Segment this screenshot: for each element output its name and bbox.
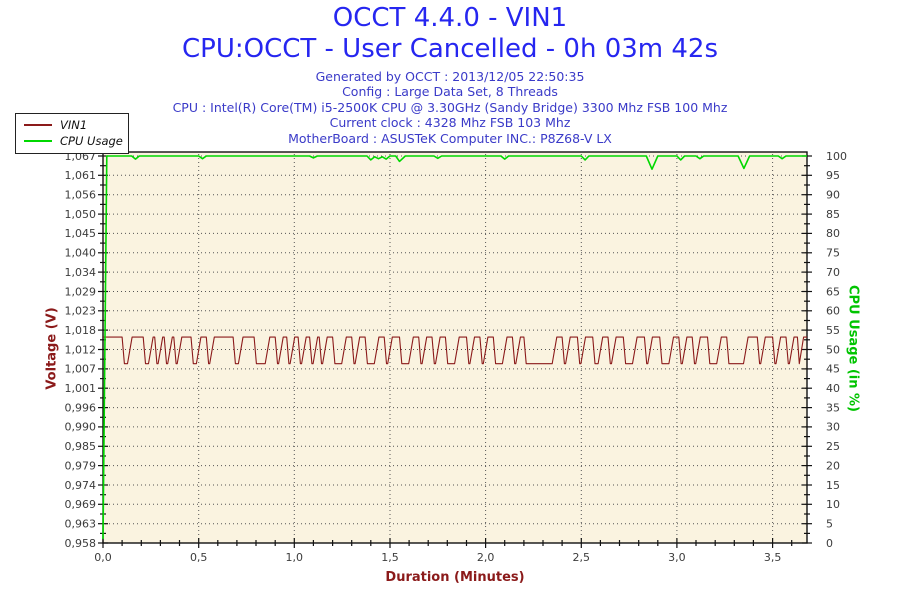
duration-tick-label: 0,0 bbox=[94, 551, 112, 564]
cpu-usage-series-line bbox=[102, 155, 807, 540]
voltage-tick-label: 1,056 bbox=[65, 189, 97, 202]
info-config: Config : Large Data Set, 8 Threads bbox=[342, 84, 558, 100]
duration-tick-label: 0,5 bbox=[190, 551, 208, 564]
duration-tick-label: 1,0 bbox=[286, 551, 304, 564]
cpu-tick-label: 35 bbox=[826, 401, 840, 414]
duration-tick-label: 3,5 bbox=[764, 551, 782, 564]
graph-subtitle: CPU:OCCT - User Cancelled - 0h 03m 42s bbox=[181, 34, 719, 64]
voltage-tick-label: 1,045 bbox=[65, 227, 97, 240]
legend-label-cpu-usage: CPU Usage bbox=[60, 134, 123, 148]
voltage-tick-label: 0,958 bbox=[65, 537, 97, 550]
cpu-tick-label: 100 bbox=[826, 150, 847, 163]
voltage-tick-label: 0,990 bbox=[65, 421, 97, 434]
duration-tick-label: 1,5 bbox=[381, 551, 399, 564]
voltage-tick-label: 0,985 bbox=[65, 440, 97, 453]
left-axis-title: Voltage (V) bbox=[44, 307, 60, 390]
graph-title: OCCT 4.4.0 - VIN1 bbox=[332, 3, 568, 33]
cpu-tick-label: 95 bbox=[826, 169, 840, 182]
grid-lines bbox=[105, 154, 806, 542]
axis-ticks bbox=[98, 155, 812, 548]
legend: VIN1 CPU Usage bbox=[15, 113, 129, 154]
voltage-tick-label: 1,023 bbox=[65, 305, 97, 318]
voltage-tick-label: 0,979 bbox=[65, 459, 97, 472]
voltage-tick-label: 0,963 bbox=[65, 518, 97, 531]
cpu-tick-label: 80 bbox=[826, 227, 840, 240]
legend-label-vin1: VIN1 bbox=[60, 118, 88, 132]
info-generated-by: Generated by OCCT : 2013/12/05 22:50:35 bbox=[315, 69, 585, 84]
info-current-clock: Current clock : 4328 Mhz FSB 103 Mhz bbox=[329, 115, 571, 131]
cpu-tick-label: 90 bbox=[826, 189, 840, 202]
cpu-tick-label: 40 bbox=[826, 382, 840, 395]
cpu-usage-line-swatch-icon bbox=[24, 140, 52, 142]
cpu-tick-label: 60 bbox=[826, 305, 840, 318]
cpu-tick-label: 10 bbox=[826, 498, 840, 511]
plot-frame bbox=[102, 151, 808, 544]
duration-tick-label: 3,0 bbox=[668, 551, 686, 564]
cpu-tick-label: 20 bbox=[826, 459, 840, 472]
cpu-tick-label: 0 bbox=[826, 537, 833, 550]
cpu-tick-label: 70 bbox=[826, 266, 840, 279]
cpu-tick-label: 75 bbox=[826, 247, 840, 260]
header: OCCT 4.4.0 - VIN1 CPU:OCCT - User Cancel… bbox=[0, 3, 900, 65]
cpu-tick-label: 30 bbox=[826, 421, 840, 434]
legend-item-cpu-usage: CPU Usage bbox=[20, 133, 124, 149]
voltage-tick-label: 1,001 bbox=[65, 382, 97, 395]
cpu-tick-label: 5 bbox=[826, 518, 833, 531]
voltage-tick-label: 0,996 bbox=[65, 401, 97, 414]
legend-item-vin1: VIN1 bbox=[20, 117, 124, 133]
voltage-tick-label: 1,040 bbox=[65, 247, 97, 260]
vin1-line-swatch-icon bbox=[24, 124, 52, 126]
system-info-block: Generated by OCCT : 2013/12/05 22:50:35 … bbox=[0, 69, 900, 146]
voltage-tick-label: 1,029 bbox=[65, 285, 97, 298]
voltage-tick-label: 1,034 bbox=[65, 266, 97, 279]
info-cpu: CPU : Intel(R) Core(TM) i5-2500K CPU @ 3… bbox=[172, 99, 728, 115]
duration-tick-label: 2,0 bbox=[477, 551, 495, 564]
x-axis-title: Duration (Minutes) bbox=[385, 570, 525, 585]
voltage-tick-label: 0,974 bbox=[65, 479, 97, 492]
voltage-tick-label: 1,061 bbox=[65, 169, 97, 182]
tick-labels: 1,0671,0611,0561,0501,0451,0401,0341,029… bbox=[65, 150, 848, 564]
duration-tick-label: 2,5 bbox=[573, 551, 591, 564]
cpu-tick-label: 15 bbox=[826, 479, 840, 492]
voltage-tick-label: 1,012 bbox=[65, 343, 97, 356]
cpu-tick-label: 50 bbox=[826, 343, 840, 356]
cpu-tick-label: 85 bbox=[826, 208, 840, 221]
voltage-tick-label: 1,007 bbox=[65, 363, 97, 376]
cpu-tick-label: 55 bbox=[826, 324, 840, 337]
vin1-series-line bbox=[103, 336, 807, 365]
right-axis-title: CPU Usage (in %) bbox=[845, 284, 861, 412]
plot-background bbox=[103, 152, 807, 543]
cpu-tick-label: 45 bbox=[826, 363, 840, 376]
voltage-tick-label: 1,050 bbox=[65, 208, 97, 221]
cpu-tick-label: 65 bbox=[826, 285, 840, 298]
cpu-tick-label: 25 bbox=[826, 440, 840, 453]
voltage-tick-label: 1,018 bbox=[65, 324, 97, 337]
info-motherboard: MotherBoard : ASUSTeK Computer INC.: P8Z… bbox=[288, 130, 612, 146]
voltage-tick-label: 0,969 bbox=[65, 498, 97, 511]
